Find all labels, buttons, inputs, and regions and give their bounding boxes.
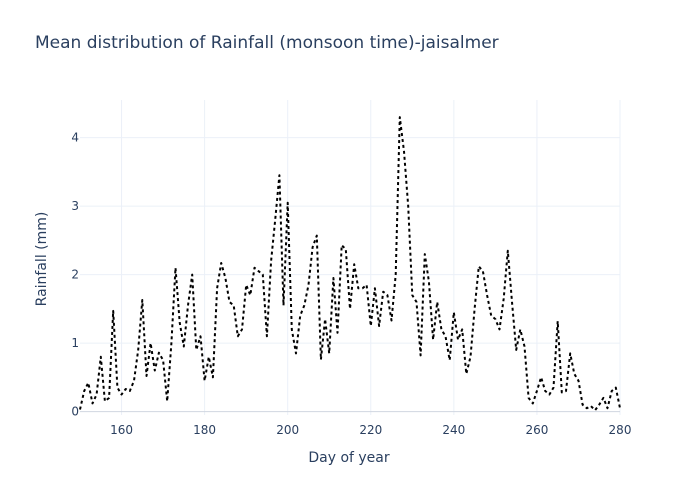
x-tick-label: 240	[442, 423, 465, 437]
x-tick-label: 260	[525, 423, 548, 437]
y-axis-ticks: 0 1 2 3 4	[71, 131, 79, 419]
x-axis-ticks: 160 180 200 220 240 260 280	[110, 423, 631, 437]
x-tick-label: 280	[609, 423, 632, 437]
rainfall-series-line	[79, 116, 621, 412]
y-tick-label: 0	[71, 405, 79, 419]
y-tick-label: 4	[71, 131, 79, 145]
y-tick-label: 3	[71, 199, 79, 213]
y-tick-label: 2	[71, 268, 79, 282]
y-axis-title: Rainfall (mm)	[34, 212, 50, 307]
x-tick-label: 200	[276, 423, 299, 437]
x-axis-title: Day of year	[308, 450, 390, 466]
y-tick-label: 1	[71, 336, 79, 350]
x-tick-label: 220	[359, 423, 382, 437]
x-tick-label: 180	[193, 423, 216, 437]
grid	[80, 100, 621, 415]
x-tick-label: 160	[110, 423, 133, 437]
chart-title: Mean distribution of Rainfall (monsoon t…	[35, 33, 499, 53]
